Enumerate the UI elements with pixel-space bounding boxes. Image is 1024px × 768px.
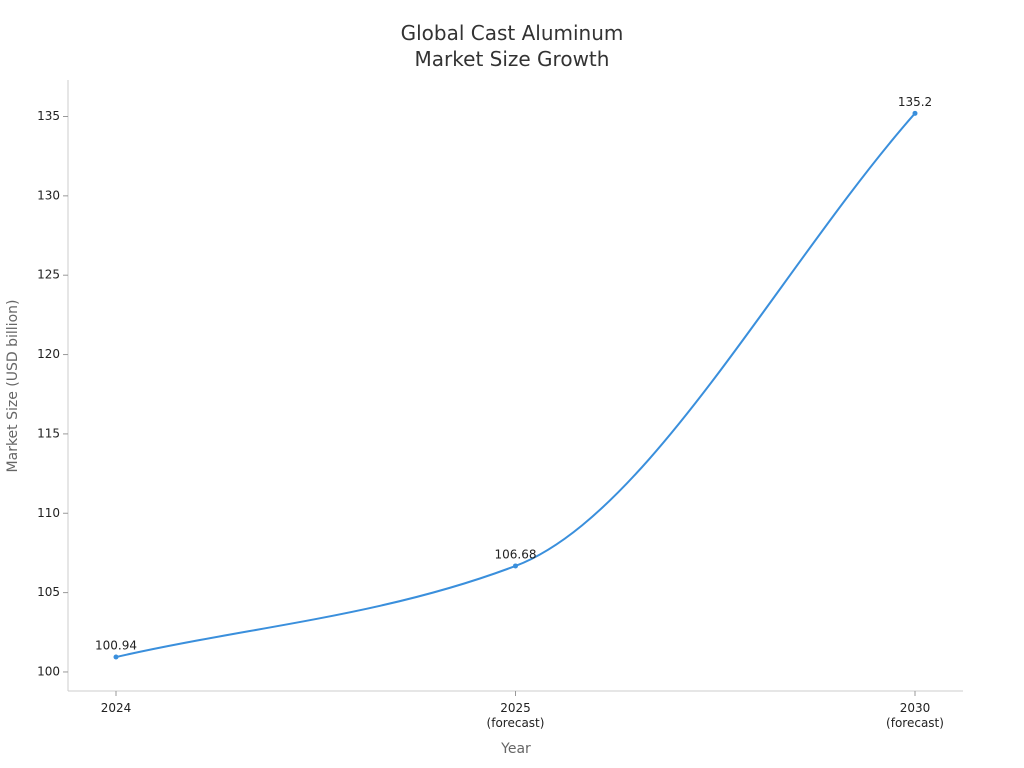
chart-title: Global Cast Aluminum Market Size Growth xyxy=(400,21,624,71)
x-tick-label: 2024 xyxy=(100,701,132,715)
point xyxy=(912,110,918,116)
point xyxy=(113,654,119,660)
y-tick-label: 120 xyxy=(37,347,60,361)
data-label: 100.94 xyxy=(95,639,137,653)
point xyxy=(513,563,518,569)
y-tick-label: 130 xyxy=(37,188,60,202)
y-axis-title: Market Size (USD billion) xyxy=(5,300,21,473)
x-tick-label: 2025 (forecast) xyxy=(486,701,545,730)
x-tick-label: 2030 (forecast) xyxy=(886,701,944,730)
data-label: 106.68 xyxy=(495,547,537,561)
y-tick-label: 115 xyxy=(37,426,60,440)
x-axis-title: Year xyxy=(501,741,531,757)
y-tick-label: 110 xyxy=(37,506,60,520)
y-tick-label: 100 xyxy=(37,664,60,678)
y-tick-label: 125 xyxy=(37,268,60,282)
data-label: 135.2 xyxy=(898,95,932,109)
line xyxy=(115,112,916,659)
y-tick-label: 105 xyxy=(37,585,60,599)
y-tick-label: 135 xyxy=(37,109,60,123)
